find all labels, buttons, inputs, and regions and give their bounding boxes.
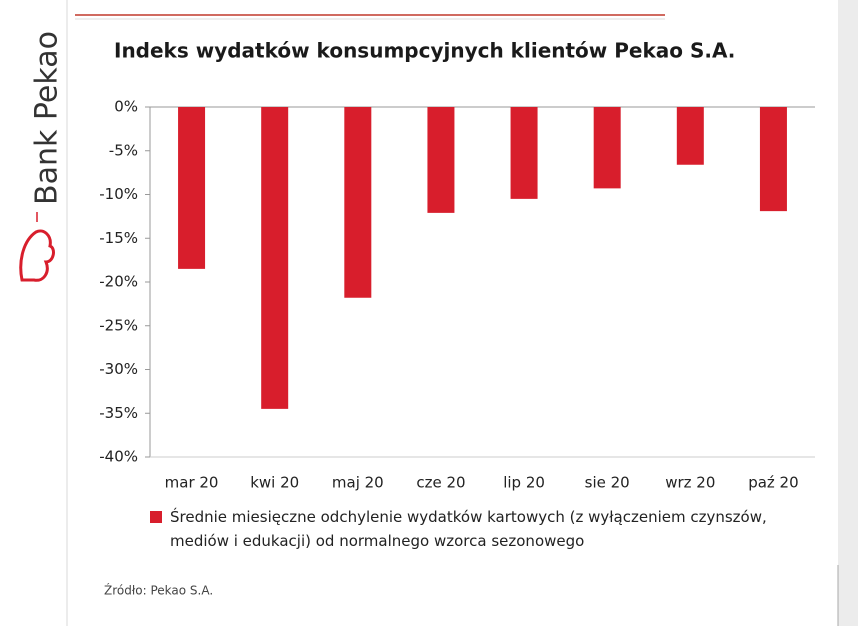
sidebar xyxy=(0,0,66,626)
brand-logo xyxy=(19,229,55,282)
bar xyxy=(676,107,704,165)
source: Źródło: Pekao S.A. xyxy=(104,583,213,598)
bar xyxy=(344,107,372,298)
legend-swatch xyxy=(150,511,162,523)
bar xyxy=(178,107,206,269)
bar xyxy=(759,107,787,212)
y-tick-label: -30% xyxy=(99,360,138,378)
x-tick-label: sie 20 xyxy=(585,474,630,492)
y-tick-label: -20% xyxy=(99,273,138,291)
legend: Średnie miesięczne odchylenie wydatków k… xyxy=(150,505,830,553)
card xyxy=(68,0,838,626)
y-tick-label: -5% xyxy=(109,141,138,159)
chart-title: Indeks wydatków konsumpcyjnych klientów … xyxy=(114,39,735,63)
y-tick-label: -25% xyxy=(99,316,138,334)
y-tick-label: -35% xyxy=(99,404,138,422)
x-tick-label: paź 20 xyxy=(748,474,798,492)
x-tick-label: lip 20 xyxy=(503,474,545,492)
legend-label: Średnie miesięczne odchylenie wydatków k… xyxy=(170,508,767,550)
y-tick-label: -10% xyxy=(99,185,138,203)
bar xyxy=(261,107,289,409)
x-tick-label: maj 20 xyxy=(332,474,384,492)
x-tick-label: mar 20 xyxy=(165,474,219,492)
bar xyxy=(510,107,538,199)
brand: Bank Pekao xyxy=(30,31,65,205)
bar xyxy=(427,107,455,213)
x-tick-label: wrz 20 xyxy=(665,474,715,492)
x-tick-label: kwi 20 xyxy=(250,474,299,492)
y-tick-label: -40% xyxy=(99,448,138,466)
y-tick-label: 0% xyxy=(114,98,138,116)
x-tick-label: cze 20 xyxy=(416,474,465,492)
bar xyxy=(593,107,621,189)
y-tick-label: -15% xyxy=(99,229,138,247)
